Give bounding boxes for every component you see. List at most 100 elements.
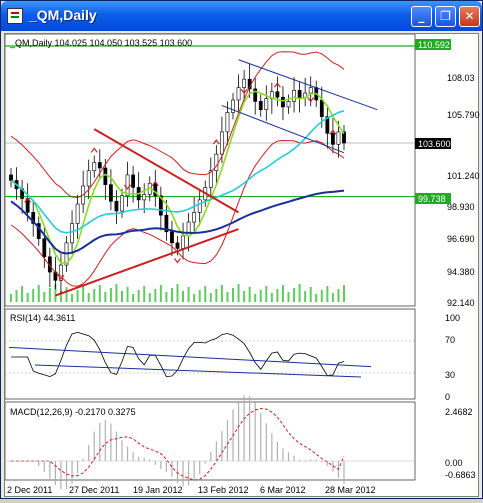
volume-bar <box>198 290 201 302</box>
rsi-level-0: 0 <box>445 392 450 402</box>
channel-upper-line <box>238 59 378 111</box>
fractal-up-arrow <box>212 139 220 145</box>
macd-histogram-bar <box>182 461 184 487</box>
macd-histogram-bar <box>315 459 317 461</box>
candle-body <box>86 170 91 187</box>
time-label-5: 28 Mar 2012 <box>325 485 376 495</box>
candle-body <box>330 132 335 145</box>
volume-bar <box>32 289 35 302</box>
candle-body <box>319 99 324 117</box>
macd-histogram-bar <box>193 461 195 482</box>
candle-body <box>258 101 263 111</box>
macd-histogram-bar <box>299 460 301 461</box>
macd-level-bottom: -0.6863 <box>445 470 476 480</box>
close-button[interactable]: ✕ <box>459 6 480 27</box>
volume-bar <box>93 289 96 302</box>
macd-histogram-bar <box>54 461 56 485</box>
lower-level-tag <box>415 193 451 204</box>
time-label-1: 27 Dec 2011 <box>69 485 119 495</box>
volume-bar <box>243 291 246 302</box>
candle-body <box>297 89 302 98</box>
volume-bar <box>248 287 251 302</box>
price-label-105: 105.790 <box>447 110 480 120</box>
fractal-down-arrow <box>174 258 181 264</box>
time-label-4: 6 Mar 2012 <box>260 485 306 495</box>
macd-histogram-bar <box>93 431 95 461</box>
candle-body <box>109 184 113 202</box>
volume-bar <box>215 289 218 302</box>
candle-body <box>42 238 47 258</box>
volume-bar <box>132 294 135 302</box>
macd-histogram-bar <box>143 457 145 461</box>
volume-bar <box>187 287 190 302</box>
rsi-upper-trendline <box>8 346 372 368</box>
macd-histogram-bar <box>326 461 328 466</box>
candle-body <box>31 212 36 224</box>
macd-histogram-bar <box>43 461 45 472</box>
volume-bar <box>259 290 262 302</box>
time-label-2: 19 Jan 2012 <box>133 485 183 495</box>
volume-bar <box>176 284 179 302</box>
resistance-trendline <box>93 128 240 214</box>
macd-histogram-bar <box>77 461 79 474</box>
volume-bar <box>237 284 240 302</box>
price-label-96: 96.690 <box>447 234 475 244</box>
lower-level-tag-text: 99.738 <box>418 194 446 204</box>
macd-histogram-bar <box>88 445 90 461</box>
volume-bar <box>65 287 68 302</box>
volume-bar <box>170 288 173 302</box>
volume-bar <box>115 284 118 302</box>
title-bar[interactable]: _QM,Daily _ ❐ ✕ <box>1 1 482 31</box>
macd-histogram-bar <box>121 440 123 461</box>
volume-bar <box>154 289 157 302</box>
candle-body <box>286 101 291 108</box>
minimize-button[interactable]: _ <box>411 6 432 27</box>
candle-body <box>231 99 235 113</box>
chart-window-icon <box>7 8 23 24</box>
upper-level-tag-text: 110.592 <box>418 40 450 50</box>
volume-bar <box>143 286 146 302</box>
volume-bar <box>226 292 229 302</box>
volume-bar <box>137 290 140 302</box>
macd-histogram-bar <box>104 420 106 461</box>
rsi-level-70: 70 <box>445 335 455 345</box>
chart-svg: _QM,Daily 104.025 104.050 103.525 103.60… <box>4 33 480 495</box>
volume-bar <box>148 293 151 302</box>
price-label-101: 101.240 <box>447 171 480 181</box>
candle-body <box>275 91 280 98</box>
chart-canvas[interactable]: _QM,Daily 104.025 104.050 103.525 103.60… <box>4 33 480 497</box>
restore-button[interactable]: ❐ <box>435 6 456 27</box>
rsi-lower-trendline <box>34 364 362 378</box>
candle-body <box>214 153 219 172</box>
volume-bar <box>204 286 207 302</box>
volume-bar <box>10 294 12 302</box>
candle-body <box>281 96 285 108</box>
volume-bar <box>15 290 18 302</box>
price-axis: 108.03 105.790 101.240 98.930 96.690 94.… <box>447 73 480 308</box>
candle-body <box>170 231 174 244</box>
candle-body <box>158 195 163 216</box>
candle-body <box>175 242 180 249</box>
macd-histogram-bar <box>204 461 206 464</box>
macd-histogram-bar <box>132 452 134 461</box>
time-label-0: 2 Dec 2011 <box>7 485 52 495</box>
macd-histogram-bar <box>99 422 101 461</box>
volume-bar <box>326 286 329 302</box>
price-label-92: 92.140 <box>447 298 475 308</box>
volume-bar <box>193 294 196 302</box>
candle-body <box>181 235 185 249</box>
volume-bar <box>76 290 79 302</box>
macd-histogram-bar <box>293 455 295 461</box>
macd-histogram-bar <box>38 461 40 466</box>
candle-body <box>92 162 97 172</box>
volume-bar <box>71 294 74 302</box>
macd-signal-line <box>11 407 345 481</box>
macd-histogram-bar <box>199 461 201 475</box>
macd-histogram-bar <box>71 461 73 484</box>
rsi-level-100: 100 <box>445 313 460 323</box>
candle-body <box>125 174 130 197</box>
mid-moving-average <box>10 110 345 234</box>
time-label-3: 13 Feb 2012 <box>198 485 249 495</box>
volume-bar <box>320 290 323 302</box>
